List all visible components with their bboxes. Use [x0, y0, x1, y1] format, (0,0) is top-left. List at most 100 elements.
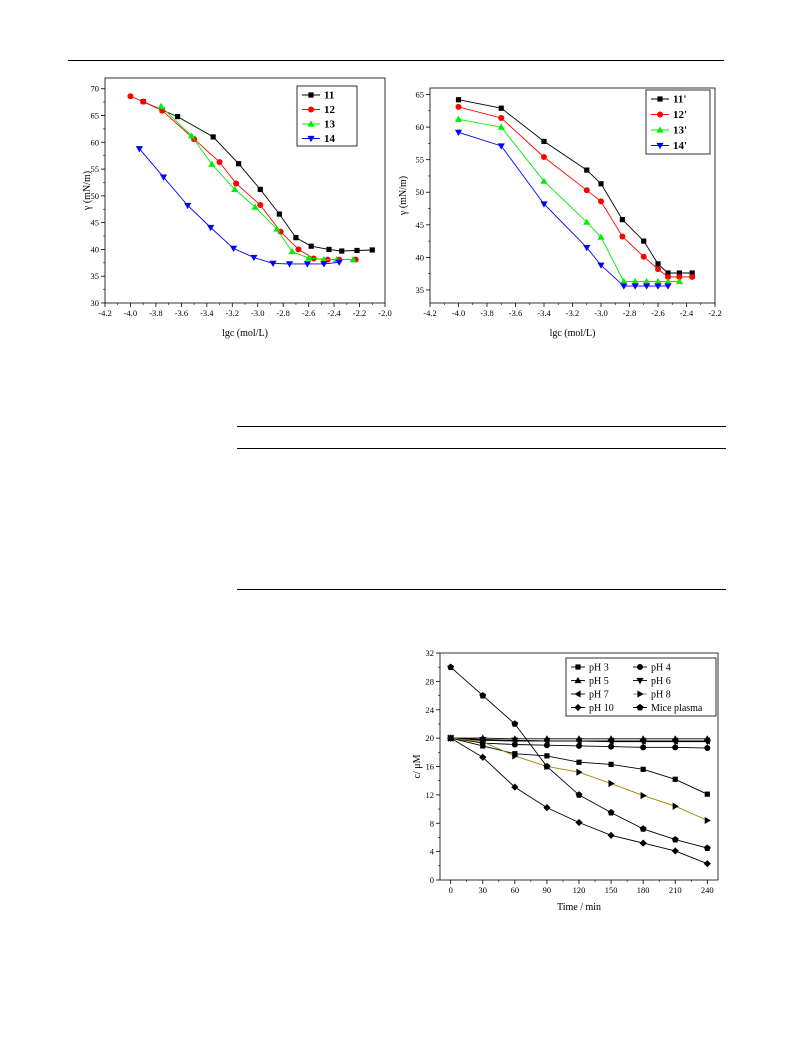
y-tick-label: 55 — [416, 155, 425, 165]
data-point — [455, 97, 462, 103]
data-point — [575, 818, 583, 827]
data-point — [671, 847, 679, 855]
data-point — [369, 247, 375, 253]
data-point — [511, 737, 518, 745]
x-tick-label: 210 — [669, 885, 682, 895]
table-top-rule — [237, 426, 726, 427]
data-point — [187, 132, 196, 139]
y-tick-label: 30 — [91, 298, 100, 308]
data-point — [207, 224, 215, 232]
legend-label: 13' — [673, 125, 687, 137]
legend-marker — [657, 96, 663, 102]
data-point — [454, 129, 463, 136]
data-point — [127, 93, 134, 100]
data-point — [607, 737, 614, 745]
data-point — [257, 186, 263, 193]
data-point — [640, 744, 647, 751]
x-tick-label: -2.6 — [651, 308, 664, 318]
x-tick-label: -2.4 — [680, 308, 694, 318]
x-tick-label: 180 — [637, 885, 650, 895]
data-point — [671, 836, 679, 843]
data-point — [543, 762, 551, 770]
x-tick-label: -3.6 — [175, 308, 188, 318]
data-point — [639, 825, 647, 832]
data-point — [703, 844, 711, 851]
data-point — [293, 235, 299, 241]
y-axis-label: c/ μM — [412, 754, 423, 778]
data-point — [276, 211, 282, 217]
data-point — [619, 233, 626, 240]
data-point — [541, 154, 547, 161]
data-point — [511, 783, 519, 791]
data-point — [583, 218, 591, 225]
data-point — [233, 180, 240, 187]
data-point — [704, 791, 710, 797]
legend-marker — [308, 106, 314, 113]
x-axis-label: Time / min — [557, 902, 601, 913]
data-point — [575, 791, 583, 798]
data-point — [135, 146, 143, 153]
data-point — [619, 217, 625, 223]
y-tick-label: 50 — [416, 187, 425, 197]
x-tick-label: -4.0 — [124, 308, 137, 318]
y-tick-label: 4 — [430, 847, 435, 857]
data-point — [643, 283, 651, 290]
data-point — [608, 761, 614, 767]
data-point — [541, 138, 547, 145]
data-point — [655, 261, 661, 267]
data-point — [349, 256, 357, 263]
data-point — [584, 167, 590, 173]
data-point — [339, 248, 345, 254]
legend-marker — [636, 703, 644, 711]
legend-marker — [575, 664, 581, 670]
data-point — [675, 277, 683, 285]
legend-label: pH 10 — [589, 703, 614, 714]
x-tick-label: -3.8 — [149, 308, 162, 318]
data-point — [288, 247, 296, 255]
data-point — [664, 277, 672, 285]
y-tick-label: 35 — [416, 285, 425, 295]
data-point — [320, 261, 328, 268]
table-bottom-rule — [237, 589, 726, 590]
legend-label: pH 5 — [589, 676, 609, 687]
data-point — [479, 753, 487, 761]
x-tick-label: -3.2 — [566, 308, 579, 318]
y-tick-label: 20 — [426, 733, 435, 743]
x-tick-label: -2.8 — [276, 308, 289, 318]
data-point — [620, 283, 628, 290]
legend-label: 12' — [673, 109, 687, 121]
x-tick-label: 150 — [605, 885, 618, 895]
legend-marker — [637, 664, 643, 670]
y-tick-label: 12 — [426, 790, 435, 800]
data-point — [640, 766, 646, 772]
x-tick-label: -2.2 — [353, 308, 366, 318]
y-tick-label: 16 — [426, 762, 435, 772]
legend-label: 11' — [673, 94, 686, 106]
data-point — [654, 277, 662, 285]
x-tick-label: -2.4 — [327, 308, 341, 318]
data-point — [643, 277, 651, 285]
x-tick-label: -3.4 — [537, 308, 551, 318]
data-point — [664, 273, 671, 280]
data-point — [540, 201, 548, 208]
y-tick-label: 65 — [91, 111, 100, 121]
data-point — [671, 737, 678, 745]
legend-marker — [307, 135, 315, 143]
data-point — [608, 779, 615, 788]
data-point — [576, 742, 582, 749]
x-axis-label: lgc (mol/L) — [550, 328, 596, 339]
data-point — [231, 185, 239, 193]
data-point — [597, 262, 605, 269]
legend-label: pH 6 — [651, 676, 671, 687]
y-tick-label: 60 — [91, 137, 100, 147]
data-point — [704, 745, 711, 752]
data-point — [676, 273, 683, 280]
data-point — [665, 270, 671, 276]
legend-label: Mice plasma — [651, 703, 703, 714]
x-tick-label: -2.0 — [378, 308, 391, 318]
data-point — [689, 270, 695, 276]
legend-marker — [656, 126, 664, 133]
data-point — [511, 720, 519, 727]
